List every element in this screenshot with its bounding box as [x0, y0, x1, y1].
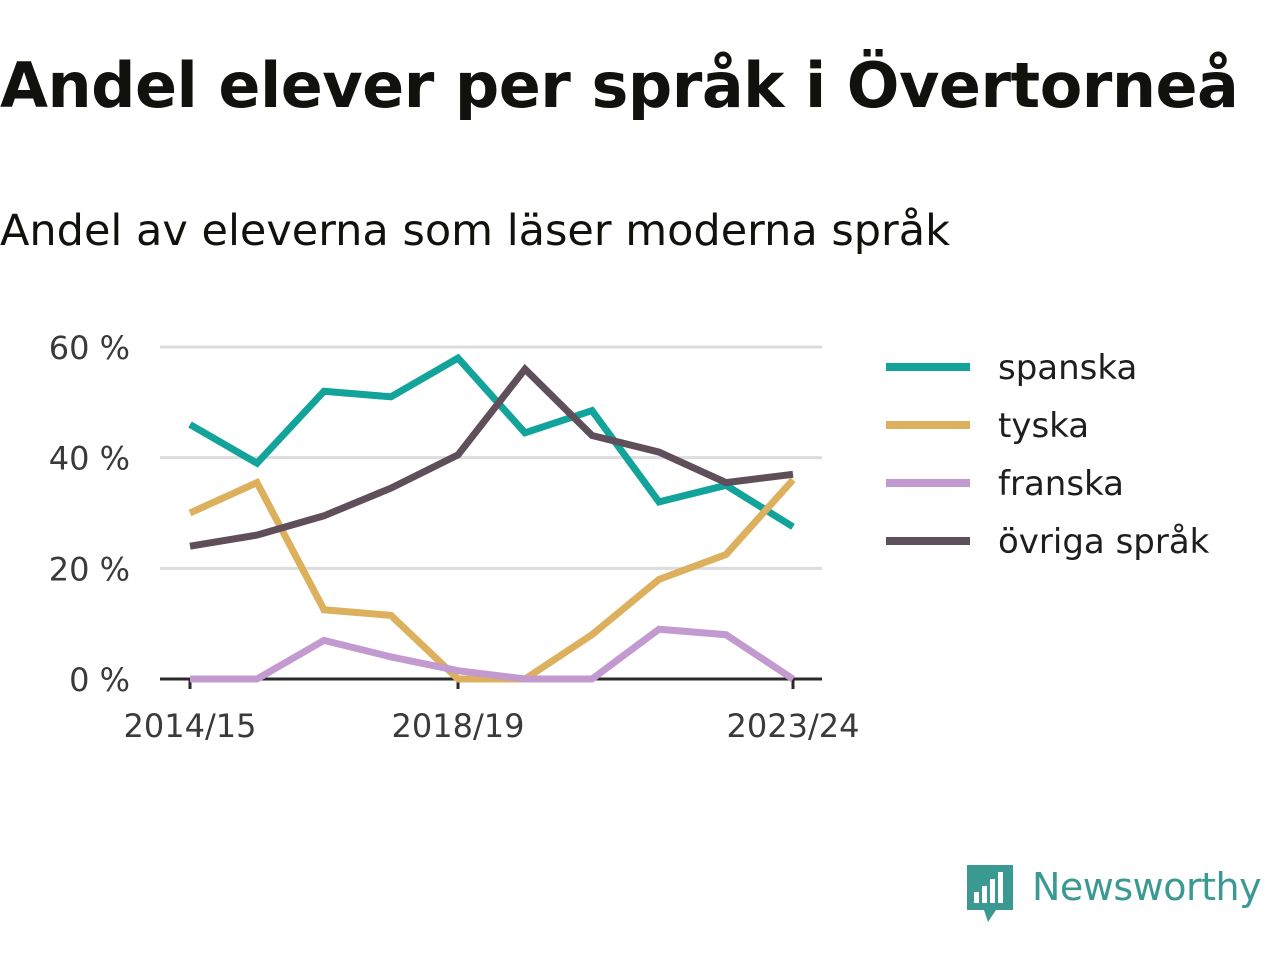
newsworthy-logo: Newsworthy	[964, 862, 1262, 926]
legend-label: tyska	[998, 406, 1089, 446]
chart-subtitle: Andel av eleverna som läser moderna språ…	[0, 206, 950, 256]
legend: spanska tyska franska övriga språk	[886, 348, 1210, 562]
newsworthy-logo-icon	[967, 865, 1013, 922]
newsworthy-logo-text: Newsworthy	[1032, 865, 1262, 909]
legend-label: övriga språk	[998, 522, 1210, 562]
y-tick-label: 60 %	[49, 329, 130, 367]
series-line-3	[190, 625, 795, 683]
x-tick-label: 2023/24	[727, 707, 860, 745]
series-line-2	[188, 477, 796, 683]
x-axis-ticks: 2014/15 2018/19 2023/24	[124, 677, 860, 745]
x-tick-label: 2014/15	[124, 707, 257, 745]
legend-label: spanska	[998, 348, 1137, 388]
x-tick-label: 2018/19	[392, 707, 525, 745]
series-line-4	[189, 363, 794, 550]
y-tick-label: 20 %	[49, 550, 130, 588]
legend-label: franska	[998, 464, 1124, 504]
series-line-1	[188, 353, 795, 530]
y-tick-label: 40 %	[49, 440, 130, 478]
y-axis-tick-labels: 0 % 20 % 40 % 60 %	[49, 329, 130, 699]
gridlines	[160, 345, 822, 570]
chart-title: Andel elever per språk i Övertorneå	[0, 49, 1239, 122]
data-series	[188, 353, 796, 683]
y-tick-label: 0 %	[69, 661, 130, 699]
